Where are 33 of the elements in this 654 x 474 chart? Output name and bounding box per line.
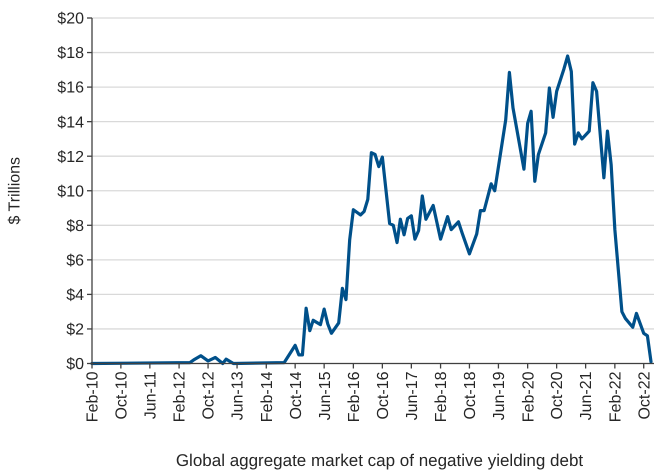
x-tick-label: Feb-10	[84, 371, 102, 422]
x-tick-label: Feb-20	[520, 371, 538, 422]
y-tick-label: $16	[57, 80, 84, 97]
y-tick-label: $2	[66, 322, 84, 339]
x-tick-label: Jun-13	[230, 371, 247, 420]
x-tick-label: Jun-11	[142, 371, 160, 420]
x-tick-label: Oct-22	[636, 371, 654, 420]
x-tick-label: Oct-14	[288, 371, 305, 420]
y-tick-label: $6	[66, 252, 84, 270]
y-tick-label: $18	[57, 45, 84, 62]
y-tick-label: $10	[57, 183, 84, 200]
x-tick-label: Feb-18	[433, 371, 450, 422]
x-tick-label: Feb-22	[607, 371, 624, 422]
y-tick-label: $4	[66, 287, 84, 304]
y-tick-label: $8	[66, 218, 84, 235]
x-tick-label: Jun-17	[404, 371, 421, 420]
x-tick-label: Jun-19	[491, 371, 508, 420]
x-tick-label: Feb-14	[258, 371, 276, 422]
x-tick-label: Oct-10	[113, 371, 130, 420]
x-tick-label: Feb-12	[172, 371, 189, 422]
x-tick-label: Feb-16	[346, 371, 363, 422]
y-tick-label: $14	[57, 114, 84, 132]
y-tick-label: $20	[57, 10, 84, 28]
y-tick-label: $0	[66, 356, 84, 374]
x-tick-label: Jun-15	[316, 371, 334, 420]
x-tick-label: Oct-16	[374, 371, 392, 420]
y-tick-label: $12	[57, 148, 84, 166]
y-axis-title: $ Trillions	[6, 156, 24, 225]
x-axis-title: Global aggregate market cap of negative yielding debt	[176, 451, 584, 470]
x-tick-label: Oct-20	[549, 371, 566, 420]
x-tick-label: Oct-12	[200, 371, 218, 420]
x-tick-label: Oct-18	[462, 371, 480, 420]
x-tick-label: Jun-21	[578, 371, 596, 420]
